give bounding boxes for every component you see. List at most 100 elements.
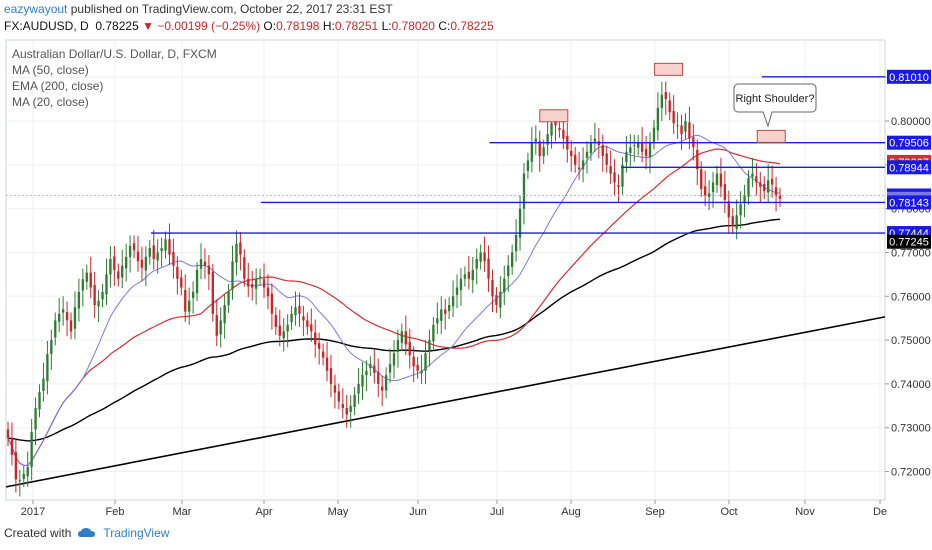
candle <box>463 266 467 287</box>
candle <box>570 140 573 172</box>
candle-body <box>128 245 132 257</box>
candle-body <box>144 256 148 271</box>
y-tick-label: 0.72000 <box>891 467 931 479</box>
candle-body <box>664 92 667 100</box>
candle <box>581 147 585 183</box>
x-tick-label: Jul <box>490 506 504 518</box>
candle-body <box>660 94 664 108</box>
candle <box>475 248 478 285</box>
candle <box>262 263 266 299</box>
candle-body <box>495 294 498 306</box>
candle <box>203 248 207 279</box>
candle <box>424 340 427 384</box>
trendline <box>5 316 886 488</box>
candle <box>451 280 455 317</box>
candle <box>361 362 364 400</box>
legend-ema200[interactable]: EMA (200, close) <box>12 79 104 93</box>
candle-body <box>369 364 372 369</box>
candle-body <box>365 370 368 376</box>
price-label: 0.78143 <box>887 195 931 210</box>
legend-ma50[interactable]: MA (50, close) <box>12 63 89 77</box>
plot-area[interactable] <box>5 39 886 501</box>
candle <box>54 312 57 346</box>
candle-body <box>672 110 675 124</box>
close-value: 0.78225 <box>450 19 494 33</box>
author-link[interactable]: eazywayout <box>4 2 68 16</box>
callout-text: Right Shoulder? <box>736 93 815 105</box>
candle <box>526 152 530 179</box>
candle-body <box>124 256 128 269</box>
candle-body <box>444 309 447 314</box>
candle <box>258 268 262 286</box>
candle-body <box>463 274 467 279</box>
price-label-text: 0.79506 <box>889 138 929 150</box>
candle-body <box>633 145 636 147</box>
candle <box>668 92 671 121</box>
candle <box>412 346 415 383</box>
left-shoulder-box <box>539 109 569 123</box>
candle-body <box>381 386 384 391</box>
candle <box>609 150 612 185</box>
candle-body <box>585 151 589 158</box>
y-tick-label: 0.77000 <box>891 247 931 259</box>
candle <box>140 246 144 281</box>
candle-body <box>581 160 585 170</box>
candle <box>38 384 41 418</box>
candle-body <box>727 201 730 218</box>
candle <box>558 120 561 138</box>
price-label-bg <box>887 234 931 249</box>
symbol: FX:AUDUSD, D <box>4 19 89 33</box>
candle <box>26 451 29 487</box>
created-with-text: Created with <box>4 526 72 540</box>
candle-body <box>621 164 624 187</box>
change-value: −0.00199 (−0.25%) <box>157 19 261 33</box>
candle <box>365 360 368 391</box>
candle-body <box>26 467 29 477</box>
close-label: C: <box>438 19 451 33</box>
candle-body <box>50 340 53 355</box>
candle <box>640 127 644 163</box>
high-value: 0.78251 <box>334 19 379 33</box>
candle <box>767 164 770 203</box>
candle <box>629 134 632 167</box>
candle-body <box>195 270 199 294</box>
candle-body <box>455 287 459 295</box>
candle-body <box>243 257 246 279</box>
candle <box>731 208 734 235</box>
candle-body <box>715 173 719 186</box>
candle <box>270 283 274 330</box>
right-shoulder-box <box>756 129 786 143</box>
candle-body <box>538 141 541 157</box>
candle-body <box>164 239 167 251</box>
legend-ma20[interactable]: MA (20, close) <box>12 95 89 109</box>
candle <box>184 274 187 323</box>
candle <box>124 243 128 282</box>
candle <box>314 319 317 358</box>
candle-body <box>577 167 581 170</box>
time-axis[interactable]: 2017 Feb Mar Apr May Jun Jul Aug Sep Oct Nov De <box>21 500 887 518</box>
candle-body <box>707 193 711 197</box>
candle-body <box>172 252 175 266</box>
candle <box>247 262 250 298</box>
price-label: 0.79506 <box>887 135 931 150</box>
last-price: 0.78225 <box>95 19 139 33</box>
candle-body <box>46 354 49 382</box>
candle-body <box>302 316 305 321</box>
candle-body <box>479 252 482 262</box>
candle <box>266 274 270 310</box>
candle <box>652 119 656 150</box>
candle-body <box>235 243 238 263</box>
low-label: L: <box>381 19 392 33</box>
candle-body <box>314 332 317 345</box>
candle-body <box>684 121 687 132</box>
candle <box>349 395 352 428</box>
price-axis[interactable]: 0.810000.800000.790000.780000.770000.760… <box>885 72 931 479</box>
candle-body <box>337 391 341 402</box>
tradingview-link[interactable]: TradingView <box>103 526 170 540</box>
candle <box>353 386 356 416</box>
candle-body <box>700 169 703 189</box>
open-label: O: <box>263 19 277 33</box>
candle <box>243 249 246 287</box>
candle <box>310 308 313 342</box>
